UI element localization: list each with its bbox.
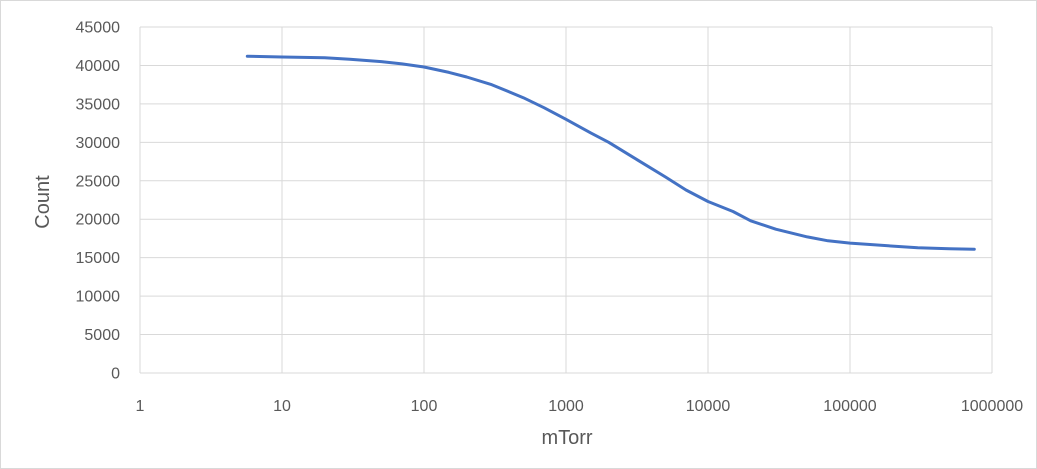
x-tick-label: 1000 bbox=[548, 398, 584, 415]
y-tick-label: 30000 bbox=[76, 135, 121, 152]
y-tick-label: 45000 bbox=[76, 20, 121, 37]
x-tick-label: 100000 bbox=[823, 398, 876, 415]
y-axis-title: Count bbox=[32, 175, 54, 229]
y-tick-label: 5000 bbox=[84, 327, 120, 344]
y-tick-label: 0 bbox=[111, 366, 120, 383]
series-line bbox=[245, 54, 976, 251]
y-tick-label: 40000 bbox=[76, 58, 121, 75]
grid-lines bbox=[139, 26, 993, 374]
x-tick-label: 100 bbox=[411, 398, 438, 415]
tick-labels: 0 5000 10000 15000 20000 25000 30000 35000 40000… bbox=[76, 20, 1024, 416]
y-tick-label: 20000 bbox=[76, 212, 121, 229]
y-tick-label: 15000 bbox=[76, 250, 121, 267]
y-tick-label: 25000 bbox=[76, 173, 121, 190]
x-tick-label: 1000000 bbox=[961, 398, 1023, 415]
y-tick-label: 10000 bbox=[76, 289, 121, 306]
x-tick-label: 10000 bbox=[686, 398, 731, 415]
x-tick-label: 10 bbox=[273, 398, 291, 415]
y-tick-label: 35000 bbox=[76, 96, 121, 113]
x-tick-label: 1 bbox=[136, 398, 145, 415]
x-axis-title: mTorr bbox=[541, 427, 592, 449]
